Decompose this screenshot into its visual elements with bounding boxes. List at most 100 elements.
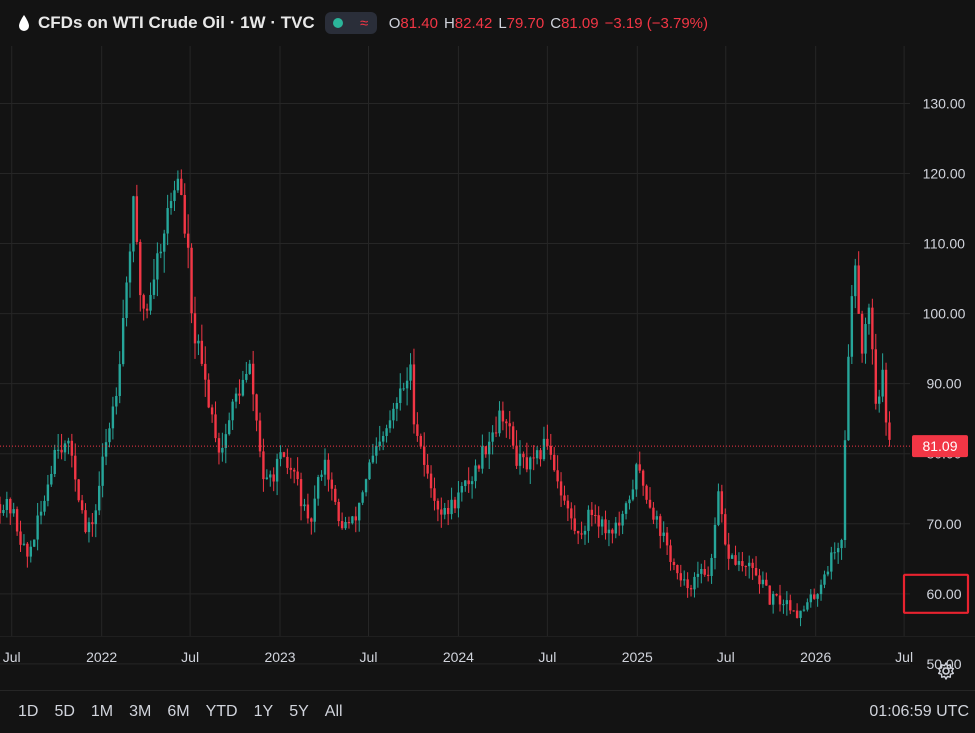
candle-body <box>778 595 782 605</box>
candle-body <box>553 454 556 471</box>
candle-body <box>724 514 727 545</box>
range-button-5d[interactable]: 5D <box>54 703 75 720</box>
candle-body <box>269 474 272 478</box>
candle-body <box>255 394 258 421</box>
candle-body <box>556 470 559 482</box>
candle-body <box>15 509 19 532</box>
candle-body <box>56 449 60 451</box>
candle-body <box>700 568 703 574</box>
candle-body <box>296 471 299 480</box>
candle-body <box>635 464 638 490</box>
candle-body <box>686 579 689 589</box>
x-tick-label: 2023 <box>264 649 295 665</box>
candle-body <box>850 296 854 357</box>
candle-body <box>361 492 364 503</box>
candle-body <box>351 516 354 524</box>
candle-body <box>125 282 128 318</box>
candle-body <box>443 507 446 515</box>
candle-body <box>60 449 63 453</box>
candle-body <box>470 481 474 485</box>
candle-body <box>354 516 357 521</box>
x-tick-label: 2022 <box>86 649 117 665</box>
range-button-5y[interactable]: 5Y <box>289 703 309 720</box>
price-chart[interactable]: 50.0060.0070.0080.0090.00100.00110.00120… <box>0 46 975 690</box>
candle-body <box>217 438 221 453</box>
candle-body <box>638 464 641 471</box>
candle-body <box>320 474 323 478</box>
candle-body <box>84 510 87 533</box>
candle-body <box>436 500 440 510</box>
candle-body <box>535 450 539 459</box>
candle-body <box>662 532 665 536</box>
candle-body <box>50 473 53 485</box>
range-button-1y[interactable]: 1Y <box>253 703 274 720</box>
candle-body <box>94 510 97 525</box>
x-tick-label: Jul <box>717 649 735 665</box>
candle-body <box>221 447 224 453</box>
range-button-3m[interactable]: 3M <box>129 703 152 720</box>
candle-body <box>546 438 549 446</box>
candle-body <box>176 178 180 191</box>
candle-body <box>587 509 590 531</box>
candle-body <box>518 453 522 466</box>
candle-body <box>802 609 806 611</box>
status-pill[interactable]: ≈ <box>324 12 377 34</box>
candle-body <box>857 265 860 314</box>
candle-body <box>358 502 361 521</box>
candle-body <box>888 422 891 440</box>
candle-body <box>289 467 292 470</box>
candle-body <box>631 489 635 500</box>
candle-body <box>826 571 830 575</box>
candle-body <box>488 441 491 455</box>
candle-body <box>145 308 149 311</box>
candle-body <box>474 465 477 482</box>
candle-body <box>659 516 662 536</box>
x-tick-label: 2026 <box>800 649 831 665</box>
candle-body <box>5 498 9 511</box>
range-button-ytd[interactable]: YTD <box>205 703 238 720</box>
candle-body <box>836 548 840 553</box>
candle-body <box>570 508 573 519</box>
candle-body <box>299 479 303 507</box>
candle-body <box>156 253 159 280</box>
candle-body <box>823 574 826 585</box>
candle-body <box>648 499 652 508</box>
candle-body <box>775 593 778 596</box>
candle-body <box>310 518 313 522</box>
candle-body <box>142 295 145 309</box>
candle-body <box>884 369 888 423</box>
range-button-all[interactable]: All <box>324 703 343 720</box>
candle-body <box>104 442 108 457</box>
candle-body <box>159 251 162 254</box>
candle-body <box>765 579 768 586</box>
candle-body <box>867 307 871 325</box>
ohlc-value: 81.40 <box>400 14 438 32</box>
candle-body <box>121 317 125 365</box>
candle-body <box>795 610 799 618</box>
candle-body <box>337 501 340 522</box>
candle-body <box>426 464 429 474</box>
candle-body <box>693 576 696 590</box>
utc-clock: 01:06:59 UTC <box>869 703 969 720</box>
candle-body <box>204 363 207 380</box>
range-button-1d[interactable]: 1D <box>18 703 39 720</box>
candle-body <box>388 420 392 429</box>
y-tick-label: 110.00 <box>923 236 965 252</box>
candle-body <box>368 462 371 480</box>
candle-body <box>26 543 29 557</box>
candle-body <box>399 388 402 403</box>
candle-body <box>453 499 457 509</box>
candle-body <box>371 455 375 463</box>
range-button-6m[interactable]: 6M <box>167 703 190 720</box>
candle-body <box>806 602 809 610</box>
candle-body <box>190 247 193 314</box>
range-button-1m[interactable]: 1M <box>90 703 114 720</box>
ohlc-readout: O81.40 H82.42 L79.70 C81.09 −3.19 (−3.79%) <box>389 15 714 32</box>
candle-body <box>327 459 330 480</box>
candle-body <box>29 546 32 557</box>
candle-body <box>792 610 795 612</box>
oil-drop-icon <box>19 15 29 31</box>
settings-gear-icon[interactable] <box>936 661 956 681</box>
candle-body <box>378 441 381 446</box>
symbol-title[interactable]: CFDs on WTI Crude Oil · 1W · TVC <box>38 13 315 32</box>
